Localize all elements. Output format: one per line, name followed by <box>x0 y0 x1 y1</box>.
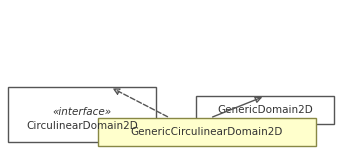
Text: GenericDomain2D: GenericDomain2D <box>217 105 313 115</box>
Text: CirculinearDomain2D: CirculinearDomain2D <box>26 121 138 131</box>
Bar <box>196 96 334 124</box>
Bar <box>98 118 316 146</box>
Text: GenericCirculinearDomain2D: GenericCirculinearDomain2D <box>131 127 283 137</box>
Bar <box>8 87 156 142</box>
Text: «interface»: «interface» <box>52 107 111 117</box>
